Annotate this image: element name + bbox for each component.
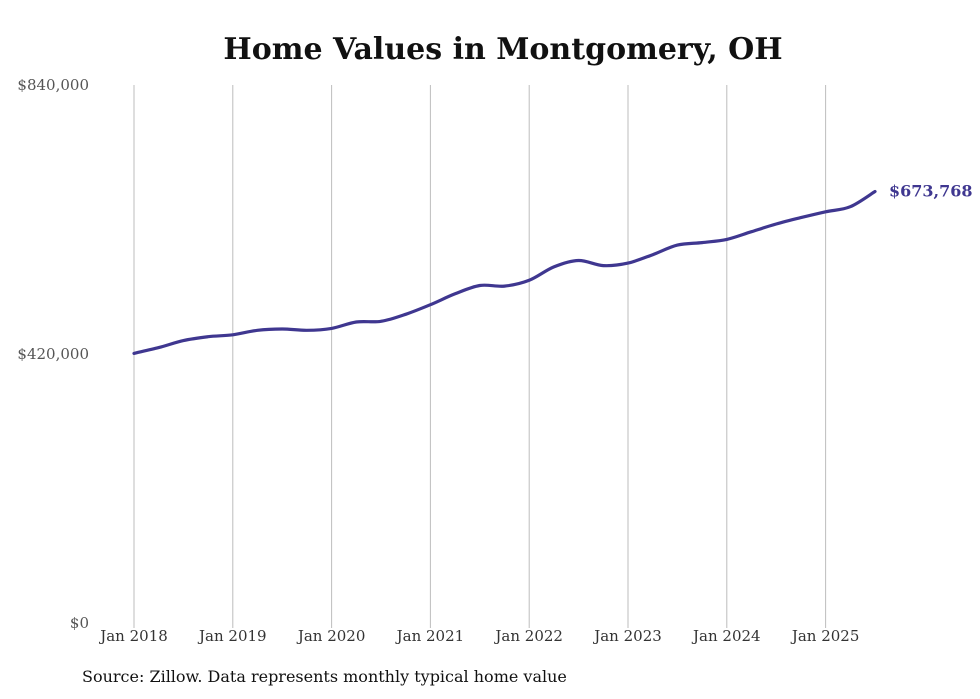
- data-point: [231, 333, 234, 336]
- x-tick-label: Jan 2024: [691, 627, 761, 645]
- data-point: [626, 261, 630, 265]
- data-point: [256, 329, 259, 332]
- end-value-label: $673,768: [889, 181, 973, 200]
- y-tick-label: $420,000: [17, 345, 89, 363]
- data-point: [355, 320, 358, 324]
- data-point: [799, 216, 803, 219]
- data-point: [824, 210, 827, 213]
- data-point: [700, 241, 704, 244]
- x-tick-label: Jan 2025: [790, 627, 860, 645]
- data-point: [379, 320, 383, 323]
- x-tick-label: Jan 2018: [98, 627, 168, 645]
- x-tick-label: Jan 2020: [296, 627, 366, 645]
- series-group: $673,768: [132, 181, 973, 355]
- data-point: [873, 190, 877, 193]
- data-point: [849, 205, 852, 208]
- data-point: [602, 264, 605, 267]
- data-point: [577, 259, 580, 262]
- data-point: [206, 335, 210, 338]
- data-point: [453, 292, 457, 295]
- data-point: [676, 243, 679, 247]
- data-point: [775, 222, 778, 226]
- source-note: Source: Zillow. Data represents monthly …: [82, 667, 567, 686]
- data-point: [528, 279, 531, 282]
- y-tick-label: $840,000: [17, 76, 89, 94]
- data-point: [182, 339, 185, 342]
- data-point: [281, 327, 284, 331]
- data-point: [132, 352, 136, 355]
- data-point: [305, 329, 309, 332]
- y-axis-ticks: $0 $420,000 $840,000: [17, 76, 89, 632]
- chart-title: Home Values in Montgomery, OH: [223, 32, 782, 67]
- data-point: [478, 284, 481, 287]
- series-line: [132, 189, 877, 355]
- data-point: [157, 346, 160, 349]
- data-point: [429, 303, 432, 306]
- gridlines: [133, 85, 827, 628]
- data-point: [725, 238, 728, 241]
- data-point: [330, 327, 333, 330]
- x-tick-label: Jan 2019: [197, 627, 267, 645]
- y-tick-label: $0: [70, 614, 89, 632]
- x-tick-label: Jan 2021: [395, 627, 465, 645]
- data-point: [750, 230, 753, 233]
- data-point: [552, 265, 556, 269]
- x-tick-label: Jan 2023: [592, 627, 662, 645]
- data-point: [404, 313, 407, 316]
- data-point: [651, 253, 654, 256]
- x-axis-ticks: Jan 2018 Jan 2019 Jan 2020 Jan 2021 Jan 2022…: [98, 627, 859, 645]
- data-point: [503, 284, 506, 288]
- x-tick-label: Jan 2022: [493, 627, 563, 645]
